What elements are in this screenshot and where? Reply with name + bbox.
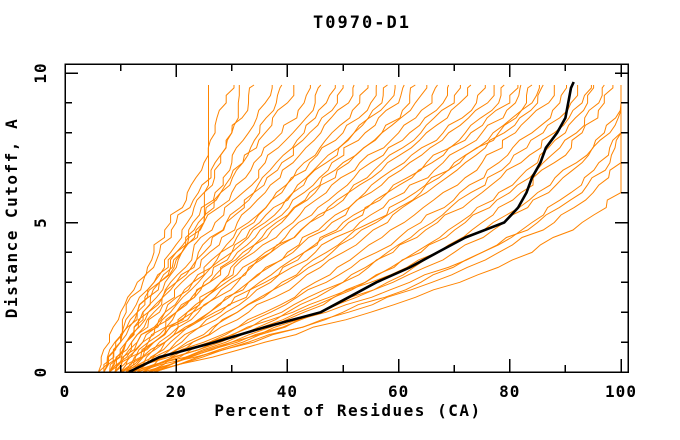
y-tick-label: 5	[31, 217, 50, 228]
model-curve	[131, 85, 622, 373]
model-curve	[120, 84, 450, 373]
model-curve	[109, 85, 396, 373]
model-curve	[153, 85, 614, 373]
highlight-curve	[128, 81, 575, 374]
model-curve	[142, 85, 555, 373]
model-curve	[131, 84, 522, 373]
x-tick-label: 20	[166, 382, 187, 401]
model-curve	[109, 84, 322, 373]
plot-frame	[64, 63, 629, 373]
x-tick-label: 100	[605, 382, 637, 401]
x-tick-label: 40	[277, 382, 298, 401]
y-tick-label: 0	[31, 367, 50, 378]
model-curves	[97, 84, 622, 373]
model-curve	[131, 84, 416, 373]
model-curve	[114, 84, 377, 373]
model-curve	[109, 85, 273, 373]
tick-labels: 0 20 40 60 80 100 0 5 10	[31, 62, 637, 401]
y-tick-label: 10	[31, 62, 50, 83]
model-curve	[126, 85, 567, 373]
x-tick-label: 0	[60, 382, 71, 401]
model-curve	[98, 85, 295, 373]
model-curve	[103, 84, 255, 373]
model-curve	[131, 84, 544, 373]
model-curve	[103, 85, 209, 373]
model-curve	[142, 84, 505, 373]
x-tick-label: 80	[499, 382, 520, 401]
y-axis-label: Distance Cutoff, A	[2, 118, 21, 318]
model-curve	[103, 85, 311, 372]
model-curve	[120, 85, 519, 373]
model-curve	[114, 84, 472, 373]
model-curve	[125, 84, 388, 373]
model-curve	[114, 85, 428, 373]
model-curve	[103, 85, 344, 373]
model-curve	[131, 84, 605, 373]
model-curve	[97, 85, 235, 373]
model-curve	[142, 85, 622, 373]
chart-title: T0970-D1	[313, 13, 411, 33]
highlight-curve-path	[128, 81, 575, 374]
model-curve	[153, 85, 579, 373]
x-tick-label: 60	[388, 382, 409, 401]
model-curve	[120, 84, 405, 373]
model-curve	[120, 85, 622, 373]
model-curve	[125, 85, 495, 373]
model-curve	[136, 85, 540, 373]
model-curve	[109, 84, 355, 373]
x-axis-label: Percent of Residues (CA)	[214, 401, 481, 420]
